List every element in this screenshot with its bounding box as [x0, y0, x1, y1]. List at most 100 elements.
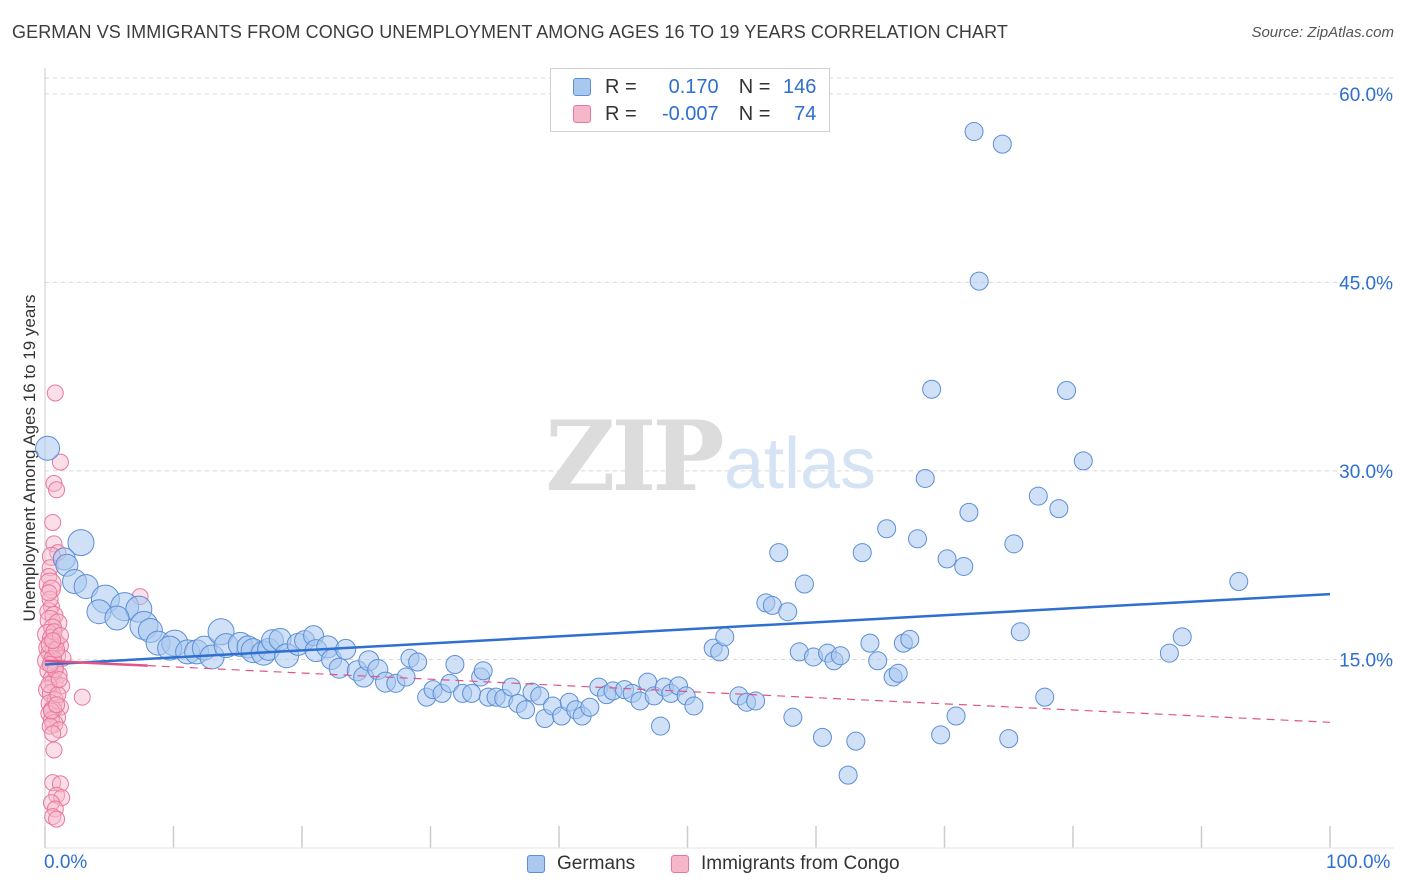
- data-point-germans: [746, 691, 766, 711]
- data-point-germans: [408, 652, 428, 672]
- data-point-congo: [39, 609, 61, 631]
- data-point-germans: [915, 468, 935, 488]
- data-point-germans: [783, 707, 803, 727]
- data-point-germans: [888, 663, 908, 683]
- data-point-germans: [900, 629, 920, 649]
- legend-n-label: N =: [738, 75, 771, 98]
- data-point-congo: [48, 696, 66, 714]
- data-point-germans: [73, 574, 99, 600]
- data-point-germans: [516, 700, 536, 720]
- watermark-atlas: atlas: [724, 424, 876, 504]
- data-point-germans: [838, 765, 858, 785]
- legend-swatch-blue: [573, 78, 591, 96]
- series-legend: Germans Immigrants from Congo: [0, 851, 1406, 879]
- legend-swatch-congo: [671, 855, 689, 873]
- x-tick-label-max: 100.0%: [1326, 852, 1391, 873]
- data-point-germans: [445, 654, 465, 674]
- data-point-germans: [684, 696, 704, 716]
- data-point-germans: [999, 729, 1019, 749]
- data-point-germans: [794, 574, 814, 594]
- gridlines: [45, 77, 1394, 660]
- trend-line-germans: [44, 592, 1331, 666]
- source-label: Source: ZipAtlas.com: [1251, 24, 1394, 41]
- y-tick-label: 15.0%: [1339, 650, 1393, 671]
- trend-line-congo-dashed: [147, 665, 1331, 723]
- data-point-germans: [877, 519, 897, 539]
- data-point-germans: [1229, 572, 1249, 592]
- legend-r-value: 0.170: [668, 75, 719, 98]
- data-point-germans: [462, 683, 482, 703]
- data-point-germans: [964, 122, 984, 142]
- data-point-germans: [440, 673, 460, 693]
- data-point-germans: [1004, 534, 1024, 554]
- data-point-congo: [51, 775, 69, 793]
- legend-item-germans[interactable]: Germans: [527, 853, 635, 875]
- data-point-congo: [48, 481, 66, 499]
- chart-title: GERMAN VS IMMIGRANTS FROM CONGO UNEMPLOY…: [12, 22, 1008, 42]
- data-point-germans: [35, 435, 61, 461]
- legend-r-label: R =: [605, 75, 637, 98]
- data-point-germans: [715, 627, 735, 647]
- data-point-germans: [1035, 687, 1055, 707]
- watermark: ZIP atlas: [545, 400, 876, 513]
- data-point-germans: [931, 725, 951, 745]
- data-point-germans: [67, 529, 95, 557]
- data-point-congo: [48, 640, 66, 658]
- legend-swatch-germans: [527, 855, 545, 873]
- data-point-congo: [41, 590, 59, 608]
- data-point-germans: [852, 543, 872, 563]
- data-point-germans: [1028, 486, 1048, 506]
- data-point-germans: [868, 651, 888, 671]
- data-point-germans: [501, 677, 521, 697]
- legend-n-label: N =: [738, 102, 771, 125]
- data-point-germans: [580, 697, 600, 717]
- series-germans-points: [35, 122, 1249, 785]
- data-point-congo: [40, 584, 58, 602]
- data-point-germans: [959, 502, 979, 522]
- data-point-germans: [860, 633, 880, 653]
- data-point-congo: [44, 632, 62, 650]
- legend-label-germans: Germans: [557, 853, 636, 874]
- legend-n-value: 146: [783, 75, 817, 98]
- legend-label-congo: Immigrants from Congo: [701, 853, 900, 874]
- trend-lines: [44, 592, 1331, 723]
- data-point-congo: [44, 513, 62, 531]
- data-point-germans: [1159, 643, 1179, 663]
- y-tick-labels: 15.0% 30.0% 45.0% 60.0%: [1339, 85, 1393, 672]
- data-point-germans: [104, 605, 130, 631]
- data-point-germans: [937, 549, 957, 569]
- data-point-germans: [946, 706, 966, 726]
- legend-r-value: -0.007: [661, 102, 719, 125]
- data-point-germans: [1073, 451, 1093, 471]
- data-point-congo: [50, 671, 68, 689]
- y-tick-label: 60.0%: [1339, 85, 1393, 106]
- y-tick-label: 30.0%: [1339, 462, 1393, 483]
- data-point-congo: [44, 725, 62, 743]
- data-point-germans: [769, 543, 789, 563]
- legend-item-congo[interactable]: Immigrants from Congo: [671, 853, 900, 875]
- trend-line-congo-solid: [44, 659, 148, 667]
- data-point-congo: [48, 810, 66, 828]
- data-point-germans: [396, 667, 416, 687]
- legend-row-germans: R = 0.170 N = 146: [573, 75, 816, 99]
- legend-n-value: 74: [794, 102, 817, 125]
- series-congo-points: [37, 384, 149, 828]
- data-point-congo: [73, 688, 91, 706]
- data-point-germans: [1010, 622, 1030, 642]
- axes: [44, 68, 1394, 849]
- data-point-germans: [1057, 380, 1077, 400]
- data-point-germans: [908, 529, 928, 549]
- watermark-zip: ZIP: [545, 400, 722, 513]
- data-point-germans: [954, 556, 974, 576]
- data-point-germans: [530, 686, 550, 706]
- data-point-germans: [922, 379, 942, 399]
- data-point-germans: [846, 731, 866, 751]
- legend-swatch-pink: [573, 105, 591, 123]
- legend-r-label: R =: [605, 102, 637, 125]
- correlation-legend: R = 0.170 N = 146 R = -0.007 N = 74: [550, 68, 830, 132]
- data-point-congo: [45, 741, 63, 759]
- data-point-germans: [651, 716, 671, 736]
- x-tick-label-min: 0.0%: [44, 852, 88, 873]
- y-tick-label: 45.0%: [1339, 273, 1393, 294]
